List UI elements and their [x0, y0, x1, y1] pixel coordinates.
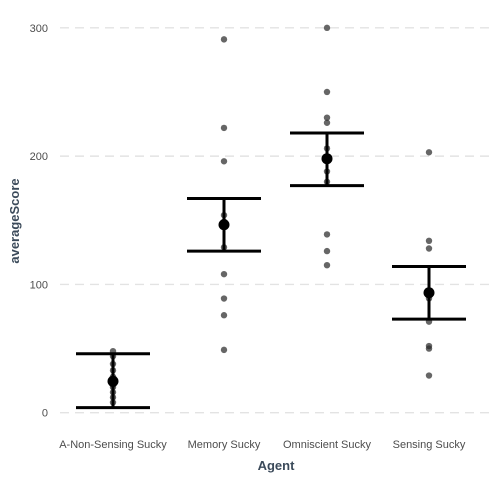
y-tick-label: 0 — [42, 408, 48, 420]
y-tick-label: 300 — [30, 23, 48, 35]
x-tick-label: Sensing Sucky — [393, 439, 466, 451]
x-tick-label: Memory Sucky — [188, 439, 261, 451]
mean-point — [423, 287, 435, 299]
data-point — [220, 36, 228, 43]
mean-point — [218, 219, 230, 231]
data-point — [323, 119, 331, 126]
data-point — [220, 158, 228, 165]
y-axis-title: averageScore — [7, 178, 22, 263]
data-point — [323, 247, 331, 255]
data-point — [425, 245, 433, 252]
data-point — [323, 114, 331, 121]
x-axis-title: Agent — [258, 458, 296, 473]
data-point — [220, 295, 228, 302]
data-point — [220, 270, 228, 278]
data-point — [425, 345, 433, 352]
raw-points — [109, 24, 433, 406]
data-point — [425, 149, 433, 156]
data-point — [425, 372, 433, 379]
mean-point — [321, 153, 333, 165]
x-tick-label: Omniscient Sucky — [283, 439, 372, 451]
data-point — [323, 261, 331, 269]
y-axis-ticks: 0 100 200 300 — [30, 23, 48, 420]
y-tick-label: 100 — [30, 279, 48, 291]
data-point — [323, 231, 331, 238]
data-point — [220, 346, 228, 354]
data-point — [425, 237, 433, 245]
y-tick-label: 200 — [30, 151, 48, 163]
data-point — [220, 124, 228, 132]
data-point — [323, 88, 331, 96]
summary-layer — [76, 131, 466, 410]
x-tick-label: A-Non-Sensing Sucky — [59, 439, 167, 451]
mean-point — [107, 375, 119, 387]
x-axis-ticks: A-Non-Sensing Sucky Memory Sucky Omniscien… — [59, 439, 466, 451]
data-point — [220, 312, 228, 319]
data-point — [323, 24, 331, 32]
grid-lines — [60, 27, 492, 414]
